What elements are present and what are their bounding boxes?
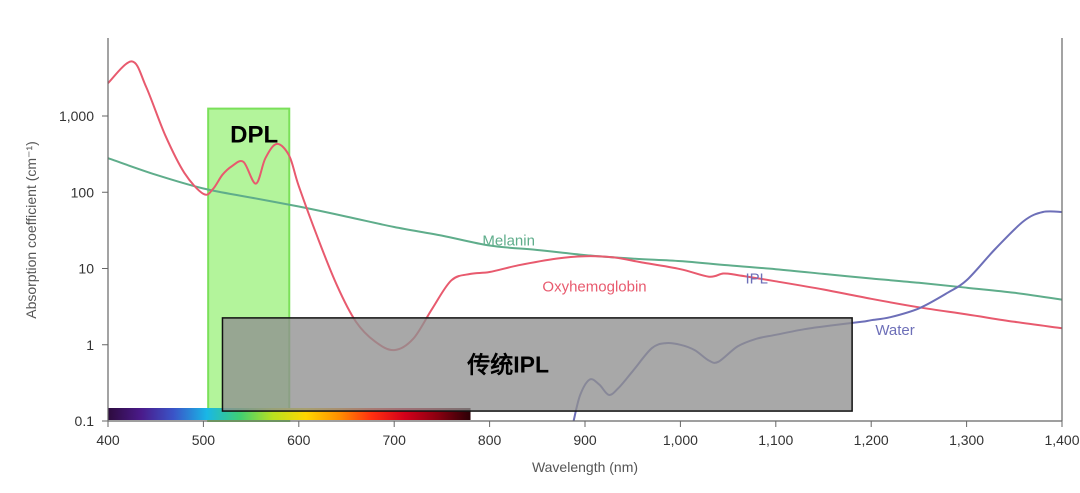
melanin-curve — [107, 157, 1063, 301]
x-axis-title: Wavelength (nm) — [532, 459, 638, 475]
y-tick-label: 0.1 — [75, 413, 95, 429]
x-tick-label: 400 — [96, 432, 120, 448]
y-tick-label: 10 — [78, 261, 94, 277]
oxyhemoglobin-label: Oxyhemoglobin — [542, 278, 646, 295]
x-tick-label: 500 — [192, 432, 216, 448]
ipl-annotation: IPL — [745, 270, 768, 287]
y-tick-label: 1,000 — [59, 108, 94, 124]
x-tick-label: 700 — [383, 432, 407, 448]
traditional-ipl-band-label: 传统IPL — [466, 351, 549, 377]
melanin-label: Melanin — [482, 233, 535, 250]
x-tick-label: 1,000 — [663, 432, 698, 448]
y-axis-title: Absorption coefficient (cm⁻¹) — [23, 141, 39, 319]
dpl-band-label: DPL — [230, 122, 278, 149]
x-tick-label: 800 — [478, 432, 502, 448]
x-tick-label: 600 — [287, 432, 311, 448]
y-tick-label: 100 — [71, 184, 95, 200]
x-tick-label: 1,300 — [949, 432, 984, 448]
x-tick-label: 1,200 — [854, 432, 889, 448]
y-tick-label: 1 — [86, 337, 94, 353]
x-tick-label: 900 — [573, 432, 597, 448]
traditional-ipl-band — [221, 317, 853, 412]
water-label: Water — [875, 322, 914, 339]
x-tick-label: 1,400 — [1044, 432, 1079, 448]
x-tick-label: 1,100 — [758, 432, 793, 448]
